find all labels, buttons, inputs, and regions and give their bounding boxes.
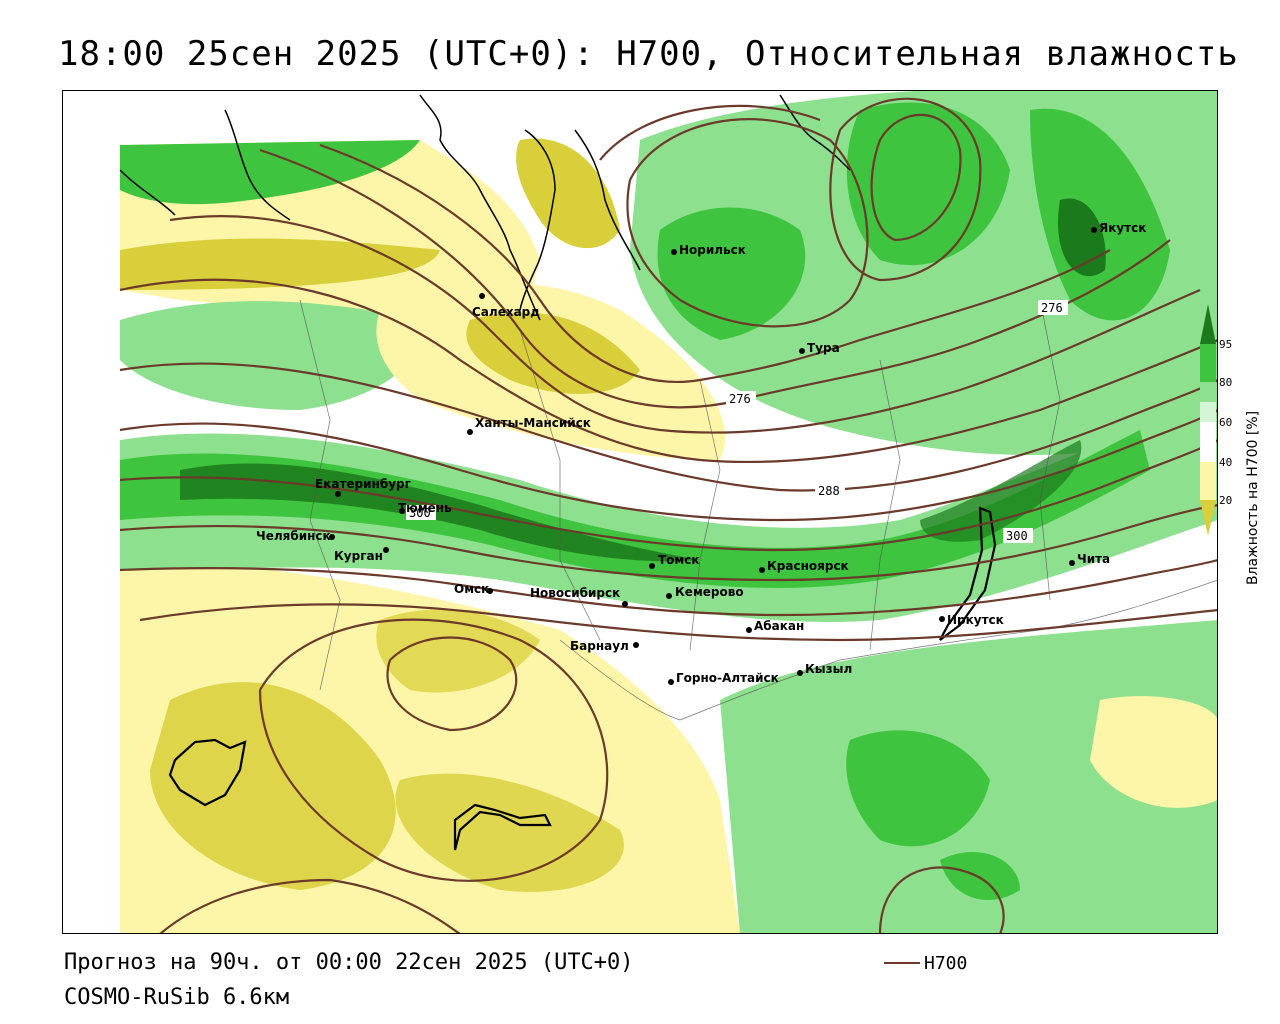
colorbar-tick: 60 (1219, 416, 1232, 429)
city-label: Челябинск (256, 529, 331, 543)
page-title: 18:00 25сен 2025 (UTC+0): H700, Относите… (58, 34, 1239, 74)
contour-label: 300 (1006, 529, 1028, 543)
city-label: Курган (334, 549, 383, 563)
city-label: Горно-Алтайск (676, 671, 779, 685)
colorbar-top-arrow (1200, 304, 1216, 344)
contour-label: 288 (818, 484, 840, 498)
lakes (168, 506, 997, 851)
legend-line-swatch (884, 962, 920, 964)
h700-contours (119, 97, 1218, 934)
weather-map: 276 276 288 300 300 Якутск Норильск Сале… (62, 90, 1218, 934)
city-label: Барнаул (570, 639, 629, 653)
city-label: Норильск (679, 243, 746, 257)
colorbar-tick: 80 (1219, 376, 1232, 389)
cities: Якутск Норильск Салехард Тура Ханты-Манс… (256, 221, 1146, 685)
colorbar-bin-70-80 (1200, 382, 1216, 402)
model-name: COSMO-RuSib 6.6км (64, 985, 290, 1010)
city-label: Новосибирск (530, 586, 620, 600)
city-label: Салехард (472, 305, 540, 319)
city-label: Кемерово (675, 585, 744, 599)
city-label: Омск (454, 582, 489, 596)
colorbar-tick: 20 (1219, 494, 1232, 507)
coastline (119, 94, 851, 321)
contour-label: 276 (1041, 301, 1063, 315)
city-label: Екатеринбург (315, 477, 411, 491)
city-label: Абакан (754, 619, 804, 633)
city-label: Чита (1077, 552, 1110, 566)
city-label: Красноярск (767, 559, 849, 573)
city-label: Тюмень (398, 501, 452, 515)
city-label: Томск (658, 553, 700, 567)
colorbar: 95 80 60 40 20 (1200, 304, 1232, 536)
forecast-info: Прогноз на 90ч. от 00:00 22сен 2025 (UTC… (64, 950, 634, 975)
city-label: Ханты-Мансийск (475, 416, 591, 430)
colorbar-tick: 95 (1219, 338, 1232, 351)
city-label: Кызыл (805, 662, 852, 676)
colorbar-bin-60-70 (1200, 402, 1216, 422)
contour-label: 300 (409, 506, 431, 520)
city-label: Иркутск (947, 613, 1004, 627)
city-label: Якутск (1099, 221, 1146, 235)
colorbar-tick: 40 (1219, 456, 1232, 469)
colorbar-title: Влажность на H700 [%] (1245, 410, 1261, 585)
colorbar-bin-80-95 (1200, 344, 1216, 382)
colorbar-bin-20-40 (1200, 462, 1216, 500)
city-label: Тура (807, 341, 840, 355)
colorbar-bin-40-60 (1200, 422, 1216, 462)
contour-labels: 276 276 288 300 300 (406, 300, 1068, 543)
contour-label: 276 (729, 392, 751, 406)
colorbar-bottom-arrow (1200, 500, 1216, 536)
legend-label: H700 (924, 953, 968, 974)
